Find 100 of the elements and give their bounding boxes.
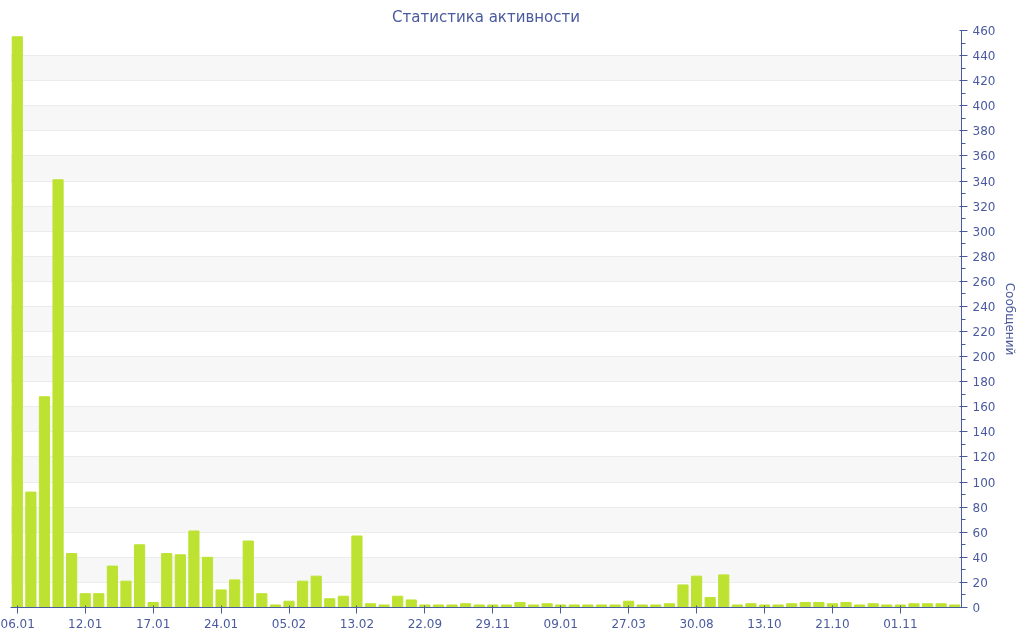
bar xyxy=(432,604,445,608)
bar xyxy=(650,604,662,608)
bar xyxy=(555,604,567,608)
bar xyxy=(378,604,390,608)
bar xyxy=(446,604,458,608)
y-axis-title: Сообщений xyxy=(1003,282,1018,356)
x-tick-label: 13.02 xyxy=(339,616,375,631)
x-tick-label: 06.01 xyxy=(0,616,35,631)
bar xyxy=(867,603,879,608)
y-tick-label: 100 xyxy=(972,475,996,490)
y-tick-label: 60 xyxy=(972,525,988,540)
y-tick-label: 200 xyxy=(972,350,996,365)
x-tick-label: 21.10 xyxy=(815,616,850,631)
y-tick-label: 120 xyxy=(972,450,996,465)
bar xyxy=(11,36,23,608)
y-tick-label: 360 xyxy=(972,149,996,164)
y-tick-label: 340 xyxy=(972,174,996,189)
y-tick-label: 20 xyxy=(972,575,988,590)
bar xyxy=(541,603,553,608)
bar xyxy=(201,556,214,608)
bar xyxy=(663,603,675,608)
bar xyxy=(297,580,309,608)
bar xyxy=(147,601,159,608)
bar xyxy=(310,575,322,608)
bar xyxy=(52,179,64,608)
y-tick-label: 0 xyxy=(972,601,981,615)
bar xyxy=(568,604,580,608)
x-tick-label: 22.09 xyxy=(407,616,443,631)
bar xyxy=(921,603,934,608)
bar xyxy=(161,553,173,608)
bar xyxy=(324,598,336,608)
x-tick-label: 27.03 xyxy=(611,616,646,631)
bar xyxy=(514,601,526,608)
x-tick-label: 12.01 xyxy=(68,616,103,631)
y-tick-label: 280 xyxy=(972,249,996,264)
bar xyxy=(364,603,377,608)
bar xyxy=(174,554,186,608)
x-tick-label: 30.08 xyxy=(679,616,714,631)
bar xyxy=(215,589,227,608)
bar xyxy=(704,596,716,608)
bar xyxy=(133,544,146,608)
bar xyxy=(881,604,893,608)
x-tick-label: 24.01 xyxy=(203,616,239,631)
bar xyxy=(826,603,839,608)
bar xyxy=(487,604,499,608)
bar xyxy=(840,601,852,608)
bar xyxy=(582,604,594,608)
bar xyxy=(405,599,417,608)
bar xyxy=(66,553,78,608)
y-tick-label: 400 xyxy=(972,99,996,114)
bar xyxy=(731,604,743,608)
y-tick-label: 80 xyxy=(972,500,988,515)
y-tick-label: 260 xyxy=(972,274,996,289)
bar xyxy=(758,604,771,608)
bar xyxy=(460,603,472,608)
x-tick-label: 01.11 xyxy=(883,616,918,631)
bar xyxy=(25,491,37,608)
chart-title: Статистика активности xyxy=(392,7,580,26)
bar xyxy=(609,604,621,608)
y-tick-label: 40 xyxy=(972,550,988,565)
bar xyxy=(38,396,51,608)
y-tick-label: 180 xyxy=(972,375,996,390)
y-tick-label: 320 xyxy=(972,199,996,214)
bar xyxy=(269,604,282,608)
bar xyxy=(93,593,105,608)
bar xyxy=(813,601,825,608)
bar xyxy=(337,595,349,608)
bar xyxy=(949,604,961,608)
bar xyxy=(595,604,608,608)
bar xyxy=(854,604,866,608)
y-tick-label: 380 xyxy=(972,124,996,139)
bar xyxy=(256,593,268,608)
bar xyxy=(106,565,118,608)
bar xyxy=(935,603,947,608)
bar xyxy=(908,603,920,608)
y-tick-label: 240 xyxy=(972,299,996,314)
y-tick-label: 220 xyxy=(972,325,996,340)
y-tick-label: 420 xyxy=(972,74,996,89)
bar xyxy=(188,530,200,608)
bar xyxy=(677,584,689,608)
bar xyxy=(242,540,254,608)
y-tick-label: 140 xyxy=(972,425,996,440)
bar xyxy=(120,580,132,608)
bar xyxy=(527,604,540,608)
y-tick-label: 160 xyxy=(972,400,996,415)
bar xyxy=(745,603,757,608)
bar xyxy=(229,579,241,608)
bar xyxy=(894,604,906,608)
x-tick-label: 29.11 xyxy=(475,616,510,631)
y-tick-label: 300 xyxy=(972,224,996,239)
y-tick-label: 460 xyxy=(972,24,996,38)
bar xyxy=(690,575,703,608)
x-tick-label: 13.10 xyxy=(747,616,782,631)
y-tick-label: 440 xyxy=(972,49,996,64)
bar xyxy=(79,593,91,608)
bar xyxy=(718,574,730,608)
bar xyxy=(786,603,798,608)
bar xyxy=(772,604,784,608)
bar xyxy=(799,601,811,608)
bar xyxy=(473,604,485,608)
